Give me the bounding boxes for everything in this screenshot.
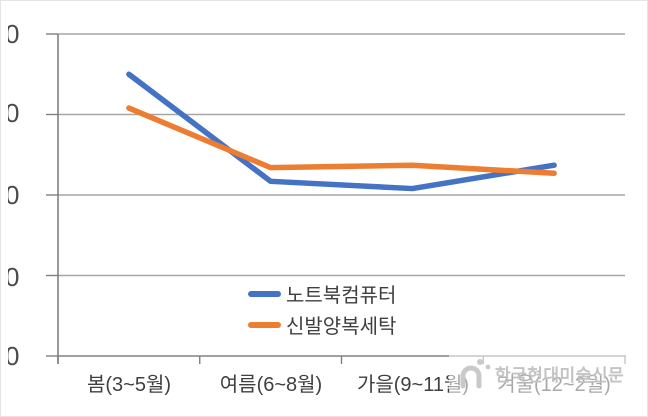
legend-label: 노트북컴퓨터 [286,285,397,307]
x-axis-label-fall: 가을(9~11월) [356,374,470,396]
watermark: 한국현대미술신문 [457,356,624,390]
y-tick-label: 0 [8,184,23,206]
legend-swatch-blue [248,290,281,297]
y-tick-label: 0 [8,345,23,367]
y-tick-label: 0 [8,23,23,45]
x-axis-label-summer: 여름(6~8월) [219,374,323,396]
legend-item-laptop: 노트북컴퓨터 [248,281,397,307]
series-line-0 [126,71,557,192]
legend-item-laundry: 신발양복세탁 [248,312,397,338]
chart-legend: 노트북컴퓨터 신발양복세탁 [248,281,396,343]
watermark-text: 한국현대미술신문 [495,365,625,385]
legend-label: 신발양복세탁 [286,316,397,338]
news-logo-icon [460,359,491,389]
series-line-1 [126,105,557,177]
y-tick-label: 0 [8,266,23,288]
y-tick-label: 0 [8,102,23,124]
x-axis-label-spring: 봄(3~5월) [86,374,172,396]
legend-swatch-orange [248,321,281,328]
